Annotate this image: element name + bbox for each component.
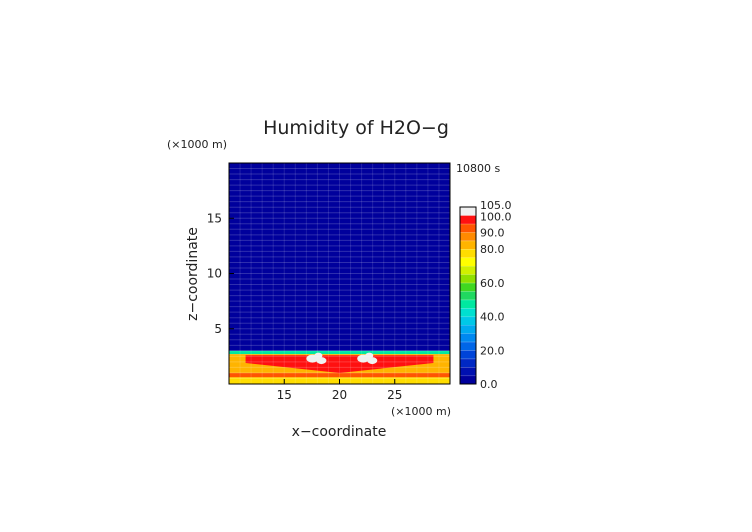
- layer-0: [229, 163, 450, 351]
- colorbar-segment: [460, 207, 476, 216]
- colorbar-frame: [459, 206, 477, 385]
- colorbar-tick-label: 105.0: [480, 199, 512, 212]
- colorbar-segment: [460, 223, 476, 233]
- colorbar-segment: [460, 232, 476, 241]
- cloud-blob: [314, 352, 323, 359]
- colorbar-segment: [460, 257, 476, 266]
- colorbar-segment: [460, 358, 476, 368]
- colorbar-tick-label: 20.0: [480, 344, 505, 357]
- z-ticks: 5 10 15: [207, 211, 234, 336]
- cloud-patch-0: [306, 352, 327, 365]
- x-tick-label: 25: [387, 388, 402, 402]
- colorbar-segment: [460, 249, 476, 258]
- x-axis-label: x−coordinate: [292, 424, 387, 440]
- colorbar-segment: [460, 316, 476, 325]
- colorbar-tick-label: 80.0: [480, 243, 505, 256]
- layer-3: [229, 372, 450, 378]
- colorbar-segment: [460, 266, 476, 275]
- colorbar-segment: [460, 367, 476, 376]
- x-ticks: 15 20 25: [277, 379, 402, 402]
- colorbar-segment: [460, 333, 476, 342]
- z-tick-label: 10: [207, 267, 222, 281]
- colorbar-segment: [460, 240, 476, 250]
- colorbar-segment: [460, 291, 476, 300]
- z-axis-label: z−coordinate: [185, 227, 201, 321]
- z-unit-label: (×1000 m): [167, 138, 227, 151]
- z-tick-label: 15: [207, 211, 222, 225]
- cloud-blob: [316, 357, 327, 365]
- colorbar-segment: [460, 350, 476, 359]
- colorbar-segment: [460, 282, 476, 292]
- colorbar-tick-label: 60.0: [480, 277, 505, 290]
- saturated-band: [245, 355, 434, 373]
- x-unit-label: (×1000 m): [391, 405, 451, 418]
- cloud-blob: [367, 357, 378, 365]
- colorbar-segment: [460, 308, 476, 317]
- cloud-patch-1: [357, 352, 378, 365]
- cloud-blob: [365, 352, 374, 359]
- chart-title: Humidity of H2O−g: [263, 117, 449, 139]
- x-tick-label: 15: [277, 388, 292, 402]
- colorbar-segment: [460, 274, 476, 283]
- colorbar-segment: [460, 299, 476, 309]
- colorbar-segment: [460, 325, 476, 334]
- colorbar-segment: [460, 215, 476, 224]
- x-tick-label: 20: [332, 388, 347, 402]
- z-tick-label: 5: [214, 322, 222, 336]
- colorbar-segment: [460, 341, 476, 351]
- colorbar-tick-label: 100.0: [480, 210, 512, 223]
- colorbar-tick-label: 40.0: [480, 311, 505, 324]
- time-label: 10800 s: [456, 162, 500, 175]
- colorbar-segment: [460, 375, 476, 384]
- layer-1: [229, 350, 450, 355]
- grid-lines: [229, 163, 450, 384]
- colorbar-tick-label: 90.0: [480, 226, 505, 239]
- colorbar-tick-label: 0.0: [480, 378, 498, 391]
